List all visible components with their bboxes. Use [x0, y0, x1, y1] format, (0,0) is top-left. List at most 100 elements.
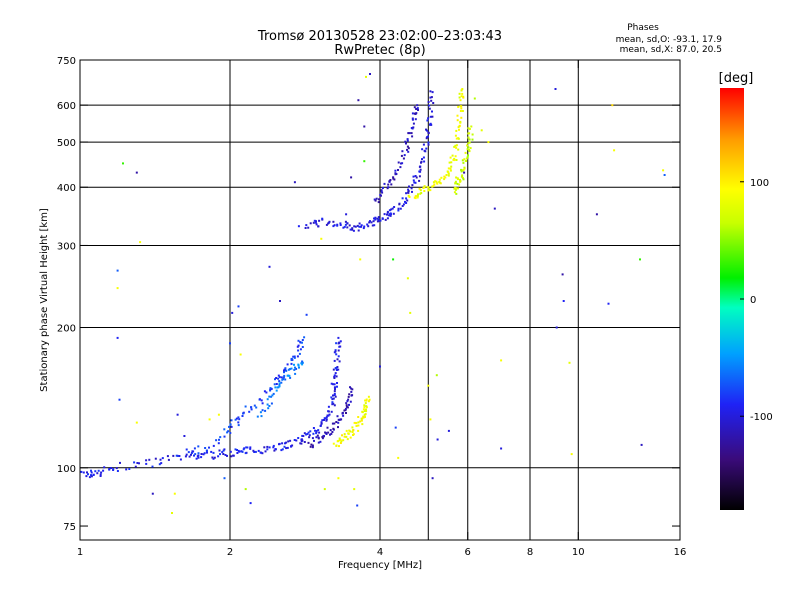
echo-point — [383, 182, 386, 185]
echo-point — [263, 390, 266, 393]
echo-point — [311, 444, 314, 447]
echo-point — [438, 178, 441, 181]
echo-point — [301, 360, 304, 363]
echo-point — [364, 399, 367, 402]
echo-point — [241, 415, 244, 417]
echo-point — [299, 341, 302, 344]
echo-point — [347, 395, 350, 398]
echo-point — [401, 150, 404, 153]
echo-point — [333, 390, 336, 393]
echo-point — [167, 458, 170, 461]
echo-point — [301, 346, 304, 348]
echo-point — [297, 437, 300, 439]
echo-point — [219, 453, 221, 456]
echo-point — [462, 161, 465, 164]
echo-point — [269, 387, 272, 390]
echo-point — [436, 182, 439, 185]
echo-point — [350, 390, 353, 393]
echo-point — [394, 426, 397, 429]
echo-point — [258, 398, 261, 401]
echo-point — [397, 169, 399, 171]
echo-point — [389, 179, 392, 181]
echo-point — [369, 73, 371, 75]
echo-point — [493, 207, 496, 210]
echo-point — [244, 488, 247, 491]
echo-point — [90, 475, 93, 478]
echo-point — [430, 96, 433, 99]
echo-point — [289, 439, 292, 442]
echo-point — [453, 191, 456, 194]
echo-point — [399, 207, 402, 210]
echo-point — [353, 225, 356, 228]
echo-point — [208, 418, 211, 421]
echo-point — [332, 402, 335, 405]
echo-point — [440, 176, 443, 179]
echo-point — [278, 384, 281, 386]
echo-point — [282, 376, 285, 379]
echo-point — [353, 488, 356, 491]
x-tick-label: 2 — [227, 547, 233, 558]
echo-point — [309, 445, 312, 448]
echo-point — [448, 161, 451, 164]
echo-point — [342, 439, 345, 442]
echo-point — [254, 450, 257, 453]
echo-point — [414, 195, 417, 198]
echo-point — [466, 144, 469, 147]
echo-point — [241, 450, 244, 453]
y-tick-label: 600 — [57, 101, 76, 112]
echo-point — [187, 451, 190, 454]
y-tick-label: 400 — [57, 183, 76, 194]
echo-point — [116, 470, 119, 472]
echo-point — [275, 383, 278, 385]
echo-point — [284, 367, 287, 370]
echo-point — [112, 468, 115, 471]
echo-point — [320, 422, 323, 425]
echo-point — [380, 194, 382, 197]
echo-point — [360, 419, 363, 422]
echo-point — [386, 217, 389, 220]
echo-point — [327, 405, 330, 408]
echo-point — [465, 157, 468, 160]
echo-point — [336, 415, 339, 418]
echo-point — [470, 125, 473, 128]
data-points — [80, 73, 666, 514]
echo-point — [401, 162, 404, 165]
echo-point — [338, 437, 341, 440]
echo-point — [447, 429, 450, 432]
echo-point — [363, 225, 366, 228]
echo-point — [431, 185, 434, 188]
echo-point — [430, 99, 433, 102]
echo-point — [148, 458, 151, 461]
echo-point — [118, 398, 121, 401]
echo-point — [260, 415, 263, 418]
echo-point — [283, 445, 286, 448]
echo-point — [297, 339, 300, 342]
echo-point — [351, 426, 354, 429]
echo-point — [318, 431, 321, 434]
echo-point — [175, 454, 178, 457]
echo-point — [332, 427, 335, 430]
echo-point — [415, 108, 418, 110]
echo-point — [339, 224, 342, 226]
echo-point — [286, 363, 289, 366]
echo-point — [337, 421, 340, 424]
echo-point — [418, 179, 421, 182]
echo-point — [450, 161, 453, 164]
stats-heading: Phases — [627, 23, 659, 33]
echo-point — [267, 407, 270, 410]
echo-point — [414, 175, 417, 177]
echo-point — [263, 446, 266, 449]
echo-point — [467, 132, 470, 135]
echo-point — [223, 448, 226, 451]
echo-point — [461, 159, 464, 162]
echo-point — [363, 410, 366, 412]
echo-point — [337, 477, 340, 480]
echo-point — [466, 155, 469, 158]
echo-point — [234, 418, 237, 421]
echo-point — [269, 388, 272, 391]
echo-point — [344, 407, 347, 410]
echo-point — [422, 187, 425, 189]
echo-point — [338, 445, 340, 448]
echo-point — [457, 187, 459, 190]
echo-point — [305, 433, 308, 436]
